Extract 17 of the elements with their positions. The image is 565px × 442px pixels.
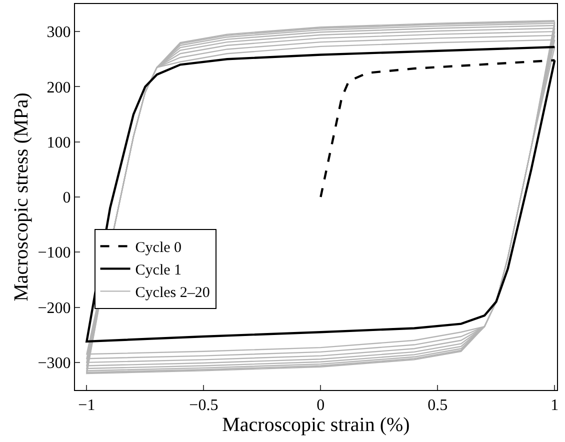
y-tick-label: 0 bbox=[62, 190, 71, 207]
x-tick-label: 1 bbox=[550, 397, 559, 414]
x-tick-label: −1 bbox=[78, 397, 96, 414]
x-tick-label: 0.5 bbox=[428, 397, 448, 414]
x-tick-label: −0.5 bbox=[189, 397, 218, 414]
legend-label: Cycles 2–20 bbox=[135, 285, 210, 302]
x-tick-label: 0 bbox=[316, 397, 325, 414]
legend-label: Cycle 1 bbox=[135, 262, 182, 279]
y-tick-label: −200 bbox=[38, 300, 71, 317]
legend-label: Cycle 0 bbox=[135, 240, 182, 256]
y-axis-title: Macroscopic stress (MPa) bbox=[10, 92, 32, 302]
y-tick-label: −300 bbox=[38, 355, 71, 372]
x-axis-title: Macroscopic strain (%) bbox=[222, 414, 410, 436]
y-tick-label: 200 bbox=[46, 79, 71, 96]
y-tick-label: −100 bbox=[38, 244, 71, 262]
y-tick-label: 300 bbox=[46, 24, 71, 42]
y-tick-label: 100 bbox=[46, 134, 71, 152]
